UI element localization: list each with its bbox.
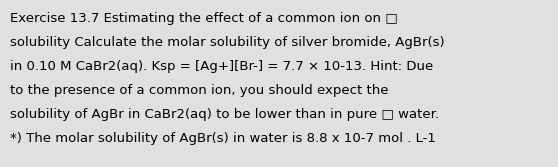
Text: solubility Calculate the molar solubility of silver bromide, AgBr(s): solubility Calculate the molar solubilit… [10,36,445,49]
Text: in 0.10 M CaBr2(aq). Ksp = [Ag+][Br-] = 7.7 × 10-13. Hint: Due: in 0.10 M CaBr2(aq). Ksp = [Ag+][Br-] = … [10,60,433,73]
Text: *) The molar solubility of AgBr(s) in water is 8.8 x 10-7 mol . L-1: *) The molar solubility of AgBr(s) in wa… [10,132,436,145]
Text: to the presence of a common ion, you should expect the: to the presence of a common ion, you sho… [10,84,388,97]
Text: Exercise 13.7 Estimating the effect of a common ion on □: Exercise 13.7 Estimating the effect of a… [10,12,398,25]
Text: solubility of AgBr in CaBr2(aq) to be lower than in pure □ water.: solubility of AgBr in CaBr2(aq) to be lo… [10,108,439,121]
